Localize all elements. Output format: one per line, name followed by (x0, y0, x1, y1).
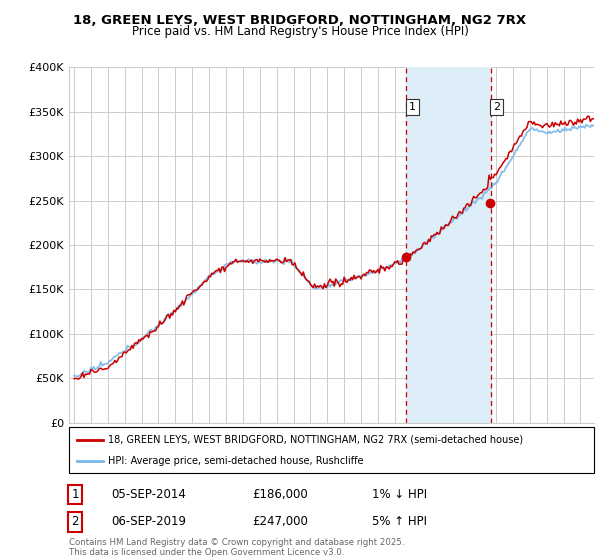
Text: 18, GREEN LEYS, WEST BRIDGFORD, NOTTINGHAM, NG2 7RX (semi-detached house): 18, GREEN LEYS, WEST BRIDGFORD, NOTTINGH… (109, 435, 523, 445)
Text: 1: 1 (409, 102, 416, 112)
Text: £186,000: £186,000 (252, 488, 308, 501)
Text: 06-SEP-2019: 06-SEP-2019 (111, 515, 186, 529)
Text: 5% ↑ HPI: 5% ↑ HPI (372, 515, 427, 529)
Text: 05-SEP-2014: 05-SEP-2014 (111, 488, 186, 501)
Text: 1% ↓ HPI: 1% ↓ HPI (372, 488, 427, 501)
Text: 18, GREEN LEYS, WEST BRIDGFORD, NOTTINGHAM, NG2 7RX: 18, GREEN LEYS, WEST BRIDGFORD, NOTTINGH… (73, 14, 527, 27)
Text: Price paid vs. HM Land Registry's House Price Index (HPI): Price paid vs. HM Land Registry's House … (131, 25, 469, 38)
Bar (406, 67, 491, 423)
Text: 2: 2 (493, 102, 500, 112)
Text: Contains HM Land Registry data © Crown copyright and database right 2025.
This d: Contains HM Land Registry data © Crown c… (69, 538, 404, 557)
Text: HPI: Average price, semi-detached house, Rushcliffe: HPI: Average price, semi-detached house,… (109, 456, 364, 466)
Text: 1: 1 (71, 488, 79, 501)
Text: 2: 2 (71, 515, 79, 529)
Text: £247,000: £247,000 (252, 515, 308, 529)
